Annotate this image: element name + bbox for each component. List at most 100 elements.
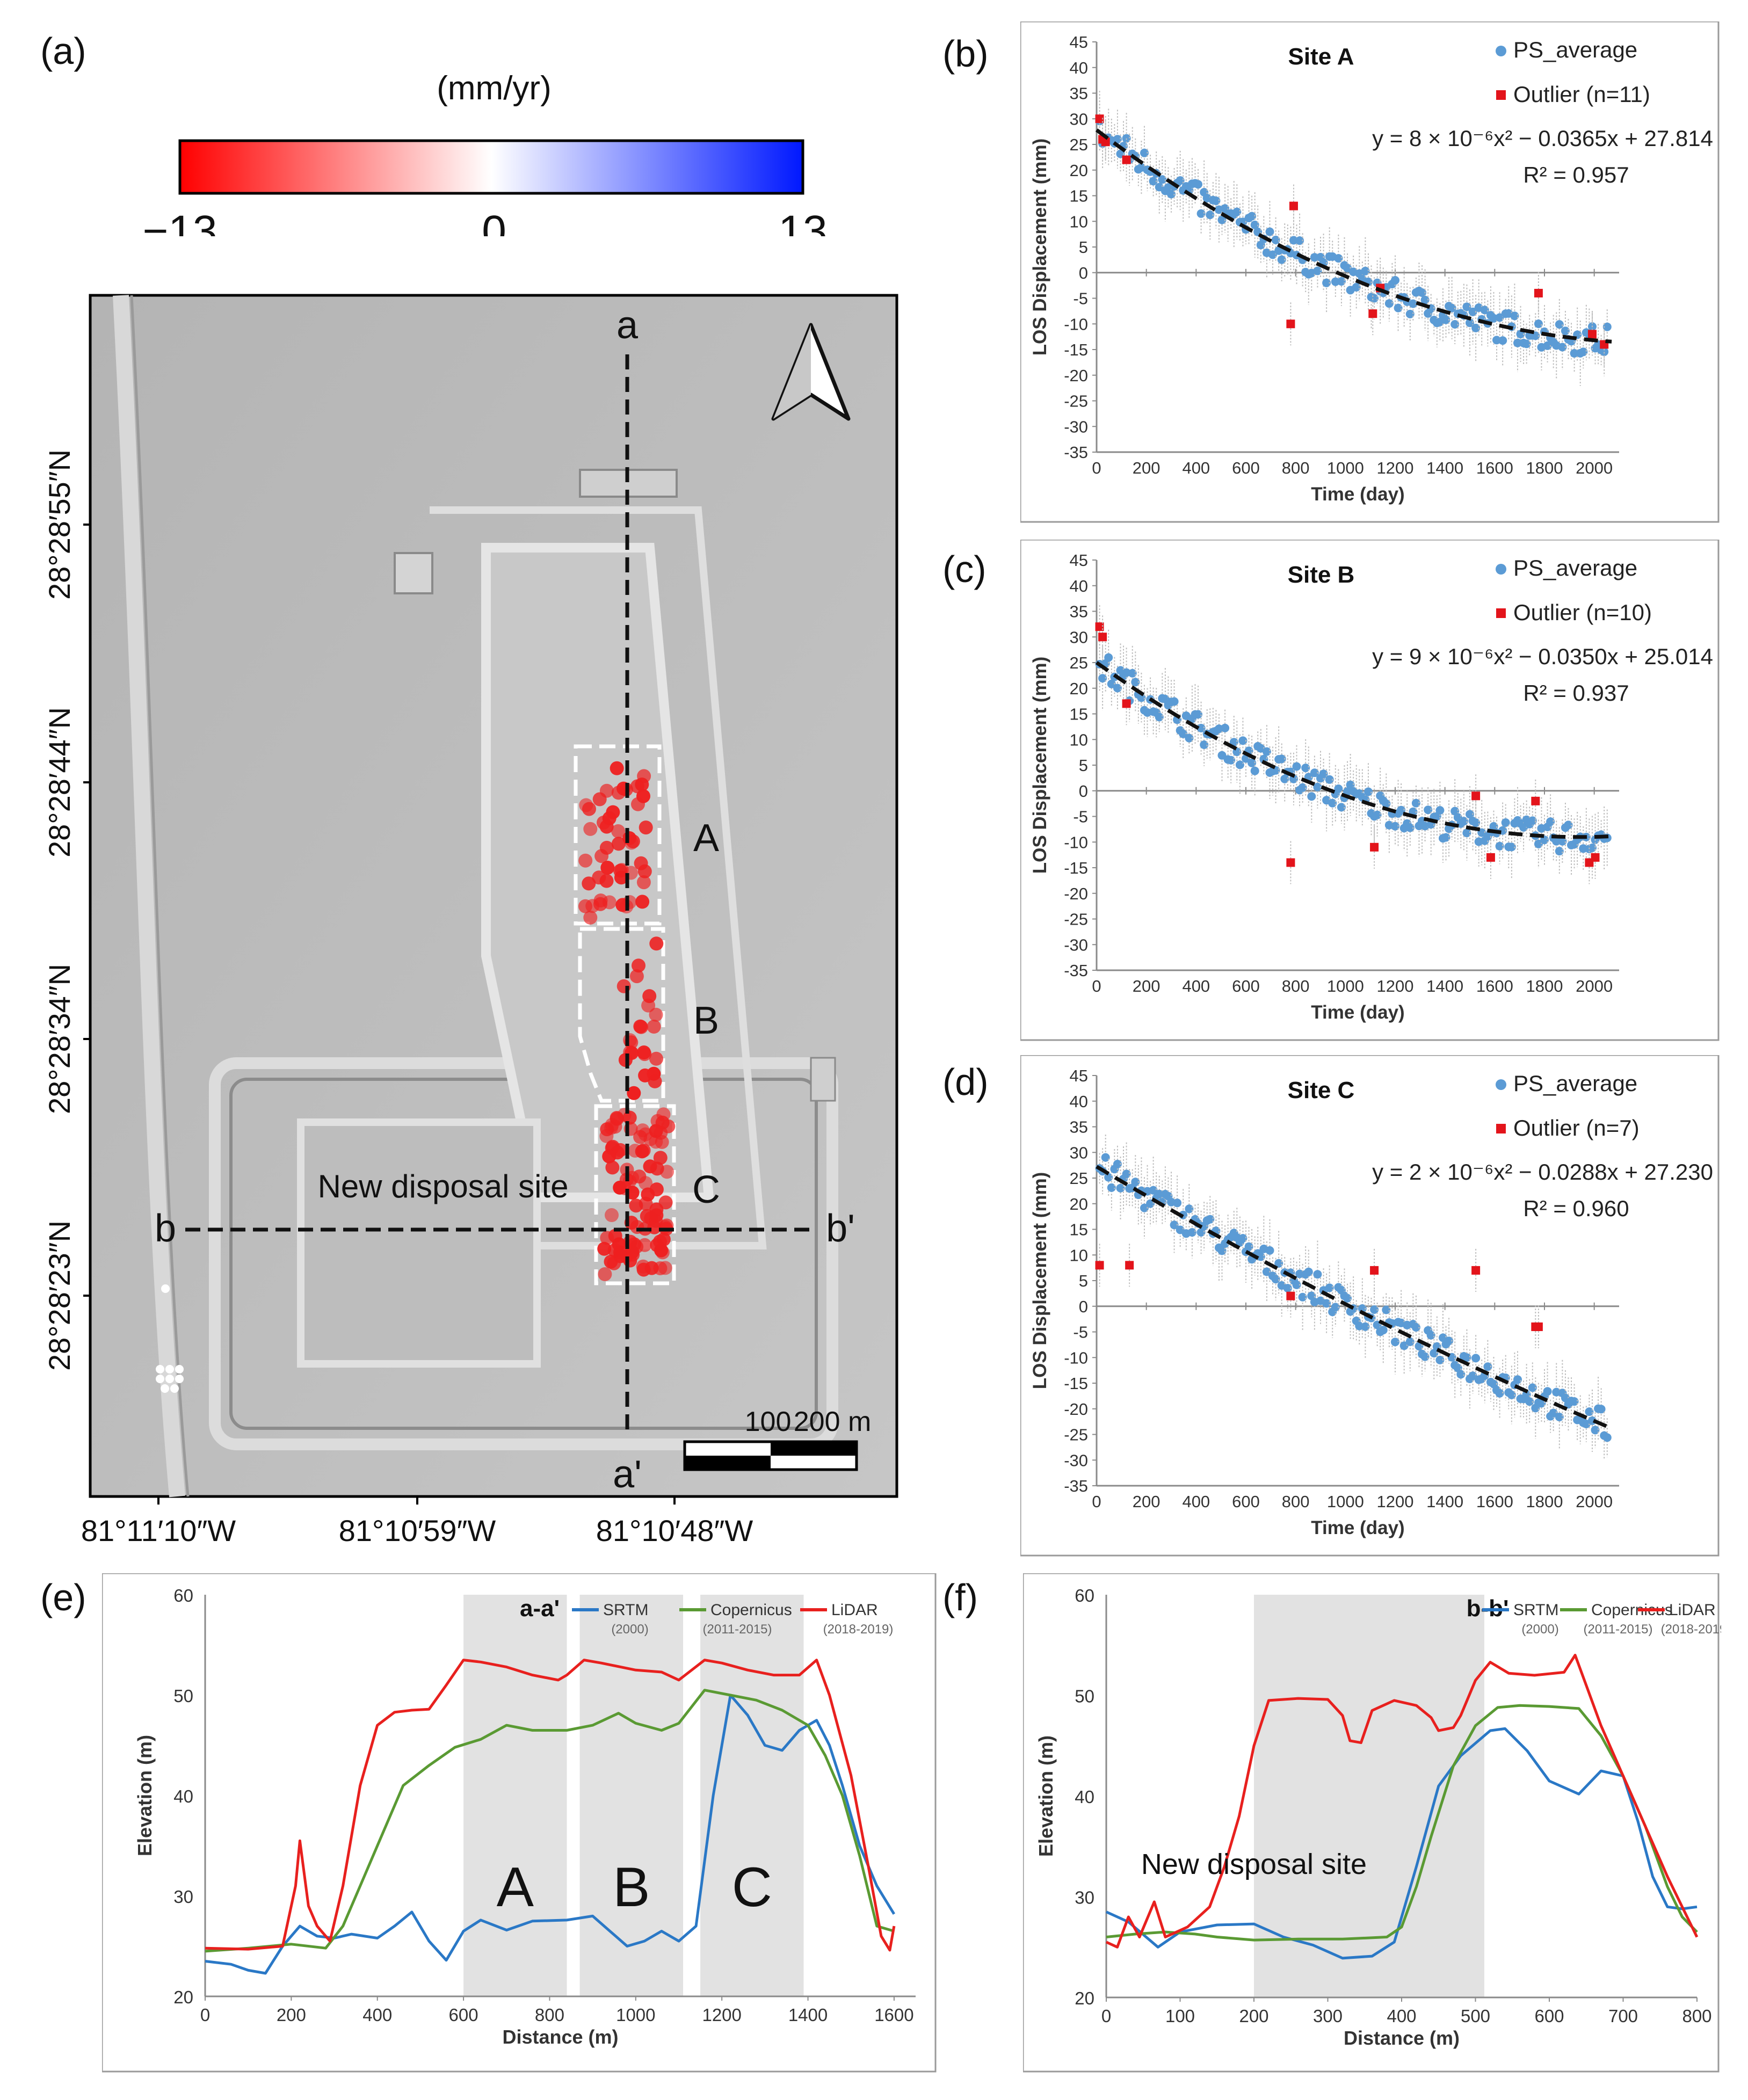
north-arrow-icon	[771, 323, 851, 421]
x-tick-label: 100	[1165, 2006, 1195, 2026]
outlier-point	[1370, 842, 1379, 852]
fit-r2: R² = 0.937	[1523, 680, 1629, 706]
ps-average-point	[1206, 1215, 1215, 1224]
series-line-srtm	[1105, 1727, 1698, 1960]
y-tick-label: 45	[1070, 1066, 1088, 1085]
outlier-point	[1471, 791, 1481, 801]
ps-average-point	[1179, 729, 1188, 738]
y-tick-label: 30	[1070, 1143, 1088, 1162]
shaded-region-label: A	[497, 1856, 534, 1919]
ps-point	[648, 1074, 662, 1088]
y-tick-label: 50	[173, 1686, 193, 1706]
ps-point	[634, 856, 648, 870]
y-tick-label: 20	[1070, 1195, 1088, 1214]
ps-average-point	[1415, 1342, 1424, 1351]
outlier-point	[1286, 858, 1295, 867]
ps-average-point	[1397, 805, 1406, 815]
profile-a-start-label: a	[616, 304, 639, 347]
x-tick-label: 200	[1133, 1492, 1161, 1511]
x-tick-label: 800	[535, 2005, 564, 2025]
ps-average-point	[1384, 299, 1394, 308]
ps-point	[636, 875, 651, 890]
y-tick-label: 10	[1070, 212, 1088, 231]
x-tick-label: 1600	[1476, 977, 1513, 995]
ps-point	[643, 1159, 657, 1174]
ps-average-point	[1235, 760, 1244, 769]
x-tick-label: 1400	[788, 2005, 828, 2025]
x-tick-label: 700	[1608, 2006, 1638, 2026]
y-tick-label: -20	[1064, 1400, 1088, 1419]
x-tick-label: 600	[1232, 977, 1260, 995]
ps-average-point	[1176, 176, 1185, 185]
legend-marker-ps	[1496, 1079, 1506, 1090]
ps-point	[649, 1208, 664, 1223]
lat-tick-1: 28°28′55″N	[42, 449, 90, 600]
ps-point	[649, 1051, 663, 1066]
ps-average-point	[1265, 1246, 1274, 1255]
outlier-point	[1122, 699, 1131, 708]
lat-tick-3: 28°28′34″N	[42, 964, 90, 1114]
ps-point	[630, 1220, 644, 1234]
x-tick-label: 400	[1387, 2006, 1416, 2026]
ps-average-point	[1304, 1267, 1313, 1276]
ps-average-point	[1555, 1413, 1564, 1421]
ps-average-point	[1146, 1199, 1155, 1208]
ps-average-point	[1483, 1362, 1492, 1371]
y-tick-label: 50	[1075, 1687, 1094, 1706]
legend-sublabel: (2011-2015)	[703, 1622, 772, 1637]
ps-average-point	[1480, 306, 1489, 315]
ps-average-point	[1498, 336, 1507, 345]
ps-average-point	[1405, 309, 1415, 318]
ps-point	[602, 895, 616, 910]
ps-average-point	[1471, 323, 1481, 332]
ps-average-point	[1185, 733, 1194, 743]
ps-point	[650, 1114, 665, 1128]
ps-average-point	[1570, 1397, 1579, 1406]
ps-average-point	[1301, 764, 1310, 773]
lat-label: 28°28′44″N	[42, 707, 76, 858]
ps-average-point	[1325, 775, 1334, 784]
ps-average-point	[1418, 288, 1426, 297]
ps-average-point	[1292, 762, 1301, 771]
x-axis-title: Time (day)	[1311, 1517, 1404, 1538]
ps-average-point	[1489, 822, 1498, 831]
y-tick-label: 40	[173, 1786, 193, 1806]
y-tick-label: 30	[1070, 110, 1088, 128]
x-tick-label: 1000	[1327, 459, 1364, 477]
ps-average-point	[1405, 823, 1415, 832]
y-tick-label: -35	[1064, 961, 1088, 980]
y-tick-label: 10	[1070, 1246, 1088, 1265]
ps-average-point	[1435, 806, 1445, 815]
ps-average-point	[1391, 276, 1399, 285]
y-tick-label: 35	[1070, 602, 1088, 621]
ps-average-point	[1445, 1336, 1454, 1346]
point-cluster	[156, 1365, 184, 1393]
ps-point	[632, 958, 645, 973]
fit-equation: y = 2 × 10⁻⁶x² − 0.0288x + 27.230	[1372, 1159, 1713, 1185]
y-tick-label: 5	[1079, 1271, 1088, 1290]
disposal-cell	[297, 1118, 541, 1368]
colorbar-unit: (mm/yr)	[437, 70, 551, 107]
y-tick-label: 30	[1075, 1888, 1094, 1908]
ps-average-point	[1104, 1173, 1113, 1182]
x-tick-label: 400	[1182, 1492, 1210, 1511]
y-tick-label: 40	[1075, 1787, 1094, 1807]
y-tick-label: -15	[1064, 340, 1088, 359]
ps-average-point	[1271, 235, 1280, 244]
ps-average-point	[1534, 319, 1543, 328]
ps-average-point	[1358, 1304, 1367, 1313]
y-axis-title: Elevation (m)	[134, 1735, 156, 1856]
legend-marker-outlier	[1496, 1124, 1506, 1133]
ps-average-point	[1265, 227, 1274, 236]
y-tick-label: -5	[1073, 808, 1088, 826]
ps-point	[650, 1238, 664, 1252]
ps-average-point	[1579, 347, 1588, 357]
ps-point	[606, 805, 620, 819]
y-tick-label: 10	[1070, 730, 1088, 749]
ps-point	[639, 820, 653, 835]
legend-marker-outlier	[1496, 608, 1506, 618]
colorbar-min-label: −13	[142, 207, 217, 236]
ps-average-point	[1313, 266, 1322, 275]
ps-average-point	[1194, 180, 1202, 189]
